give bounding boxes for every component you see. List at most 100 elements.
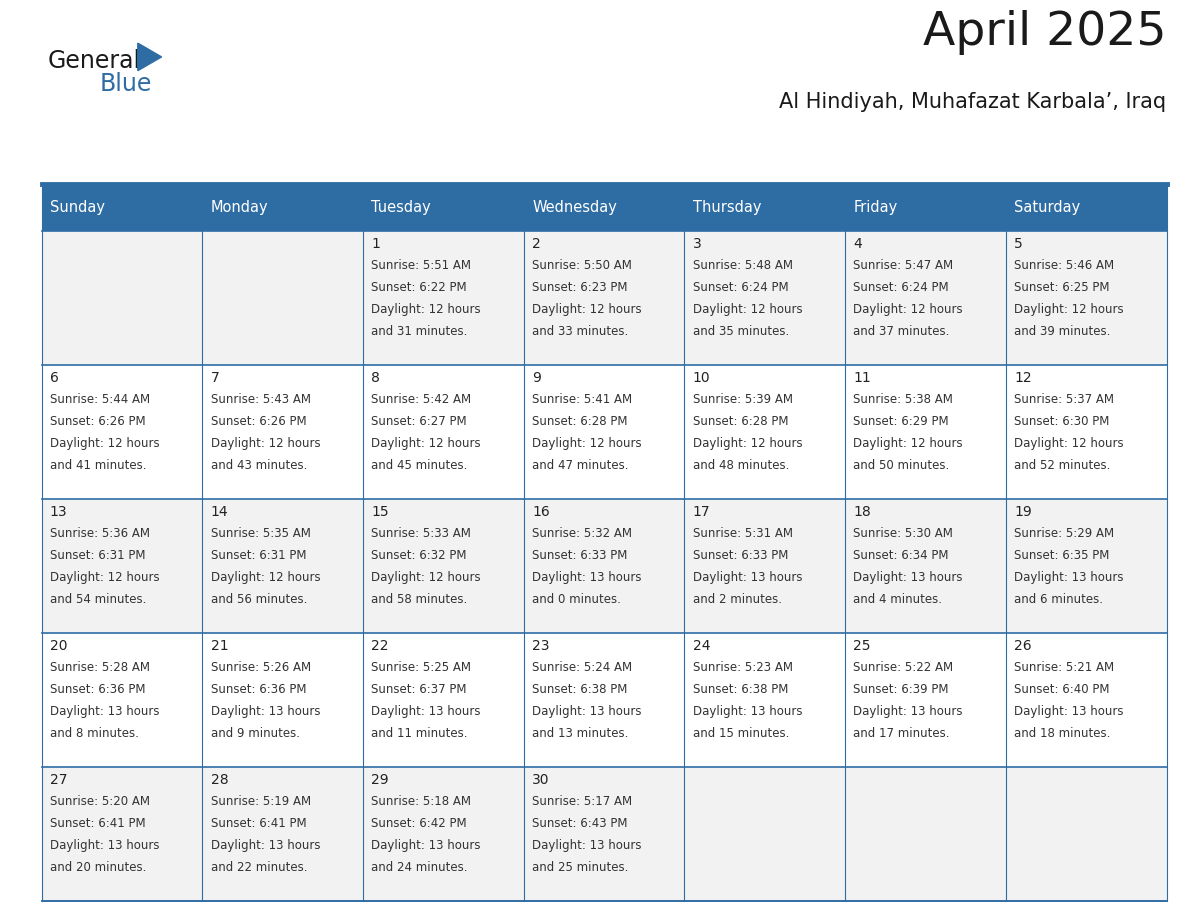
Text: 12: 12 [1015, 371, 1032, 385]
Text: Sunrise: 5:31 AM: Sunrise: 5:31 AM [693, 527, 792, 540]
Text: and 37 minutes.: and 37 minutes. [853, 325, 950, 338]
Text: Sunrise: 5:28 AM: Sunrise: 5:28 AM [50, 661, 150, 674]
Text: Daylight: 13 hours: Daylight: 13 hours [210, 839, 320, 852]
Text: Tuesday: Tuesday [372, 200, 431, 215]
Text: and 18 minutes.: and 18 minutes. [1015, 727, 1111, 740]
Bar [845, 231, 1006, 365]
Text: Daylight: 13 hours: Daylight: 13 hours [50, 839, 159, 852]
Text: 29: 29 [372, 773, 388, 787]
Text: and 48 minutes.: and 48 minutes. [693, 459, 789, 472]
Text: Sunrise: 5:17 AM: Sunrise: 5:17 AM [532, 795, 632, 808]
Text: Sunrise: 5:25 AM: Sunrise: 5:25 AM [372, 661, 472, 674]
Text: Sunrise: 5:19 AM: Sunrise: 5:19 AM [210, 795, 311, 808]
Text: and 41 minutes.: and 41 minutes. [50, 459, 146, 472]
Text: and 2 minutes.: and 2 minutes. [693, 593, 782, 606]
Text: and 43 minutes.: and 43 minutes. [210, 459, 307, 472]
Text: Monday: Monday [210, 200, 268, 215]
Text: Sunrise: 5:41 AM: Sunrise: 5:41 AM [532, 393, 632, 406]
Bar [1006, 365, 1167, 499]
Text: and 56 minutes.: and 56 minutes. [210, 593, 307, 606]
Text: Saturday: Saturday [1015, 200, 1080, 215]
Text: Daylight: 12 hours: Daylight: 12 hours [210, 437, 321, 450]
Bar [524, 231, 684, 365]
Text: Sunset: 6:31 PM: Sunset: 6:31 PM [210, 549, 307, 562]
Text: and 0 minutes.: and 0 minutes. [532, 593, 621, 606]
Text: Sunrise: 5:47 AM: Sunrise: 5:47 AM [853, 259, 954, 272]
Text: Sunset: 6:33 PM: Sunset: 6:33 PM [532, 549, 627, 562]
Text: Daylight: 12 hours: Daylight: 12 hours [532, 303, 642, 316]
Text: Sunset: 6:43 PM: Sunset: 6:43 PM [532, 817, 627, 830]
Text: 6: 6 [50, 371, 58, 385]
Text: Sunrise: 5:46 AM: Sunrise: 5:46 AM [1015, 259, 1114, 272]
Bar [1006, 184, 1167, 231]
Text: 4: 4 [853, 237, 862, 251]
Text: Al Hindiyah, Muhafazat Karbala’, Iraq: Al Hindiyah, Muhafazat Karbala’, Iraq [779, 92, 1167, 112]
Text: 13: 13 [50, 505, 68, 519]
Text: 19: 19 [1015, 505, 1032, 519]
Text: Sunrise: 5:18 AM: Sunrise: 5:18 AM [372, 795, 472, 808]
Text: 9: 9 [532, 371, 541, 385]
Text: Sunset: 6:37 PM: Sunset: 6:37 PM [372, 683, 467, 696]
Text: and 58 minutes.: and 58 minutes. [372, 593, 468, 606]
Text: Daylight: 12 hours: Daylight: 12 hours [853, 437, 963, 450]
Text: Sunrise: 5:48 AM: Sunrise: 5:48 AM [693, 259, 792, 272]
Text: 10: 10 [693, 371, 710, 385]
Text: 23: 23 [532, 639, 550, 653]
Bar [684, 184, 845, 231]
Text: Daylight: 13 hours: Daylight: 13 hours [1015, 705, 1124, 718]
Text: Friday: Friday [853, 200, 898, 215]
Text: Sunrise: 5:51 AM: Sunrise: 5:51 AM [372, 259, 472, 272]
Text: Daylight: 12 hours: Daylight: 12 hours [372, 437, 481, 450]
Text: 14: 14 [210, 505, 228, 519]
Text: Sunrise: 5:42 AM: Sunrise: 5:42 AM [372, 393, 472, 406]
Text: Daylight: 12 hours: Daylight: 12 hours [853, 303, 963, 316]
Text: and 6 minutes.: and 6 minutes. [1015, 593, 1104, 606]
Text: 16: 16 [532, 505, 550, 519]
Text: Sunrise: 5:50 AM: Sunrise: 5:50 AM [532, 259, 632, 272]
Text: Sunrise: 5:24 AM: Sunrise: 5:24 AM [532, 661, 632, 674]
Text: Sunset: 6:33 PM: Sunset: 6:33 PM [693, 549, 788, 562]
Bar [364, 633, 524, 767]
Text: Daylight: 13 hours: Daylight: 13 hours [50, 705, 159, 718]
Bar [202, 499, 364, 633]
Text: April 2025: April 2025 [923, 10, 1167, 55]
Bar [202, 767, 364, 901]
Text: Sunset: 6:26 PM: Sunset: 6:26 PM [210, 415, 307, 428]
Text: Sunset: 6:34 PM: Sunset: 6:34 PM [853, 549, 949, 562]
Text: Daylight: 13 hours: Daylight: 13 hours [853, 571, 963, 584]
Bar [364, 184, 524, 231]
Text: and 24 minutes.: and 24 minutes. [372, 861, 468, 874]
Bar [202, 633, 364, 767]
Bar [202, 231, 364, 365]
Text: Sunrise: 5:29 AM: Sunrise: 5:29 AM [1015, 527, 1114, 540]
Text: Sunset: 6:32 PM: Sunset: 6:32 PM [372, 549, 467, 562]
Bar [845, 184, 1006, 231]
Bar [684, 767, 845, 901]
Text: Sunset: 6:31 PM: Sunset: 6:31 PM [50, 549, 145, 562]
Bar [42, 184, 202, 231]
Text: Daylight: 12 hours: Daylight: 12 hours [372, 571, 481, 584]
Text: General: General [48, 50, 140, 73]
Text: Sunset: 6:41 PM: Sunset: 6:41 PM [50, 817, 145, 830]
Text: and 4 minutes.: and 4 minutes. [853, 593, 942, 606]
Bar [364, 231, 524, 365]
Bar [524, 184, 684, 231]
Text: Sunset: 6:38 PM: Sunset: 6:38 PM [693, 683, 788, 696]
Polygon shape [138, 43, 162, 71]
Bar [42, 767, 202, 901]
Text: 22: 22 [372, 639, 388, 653]
Text: Sunday: Sunday [50, 200, 105, 215]
Text: and 35 minutes.: and 35 minutes. [693, 325, 789, 338]
Text: and 13 minutes.: and 13 minutes. [532, 727, 628, 740]
Text: 18: 18 [853, 505, 871, 519]
Text: and 25 minutes.: and 25 minutes. [532, 861, 628, 874]
Text: Daylight: 12 hours: Daylight: 12 hours [50, 571, 159, 584]
Bar [684, 499, 845, 633]
Text: Daylight: 13 hours: Daylight: 13 hours [372, 705, 481, 718]
Bar [1006, 633, 1167, 767]
Text: Daylight: 12 hours: Daylight: 12 hours [1015, 303, 1124, 316]
Text: Thursday: Thursday [693, 200, 762, 215]
Text: Sunset: 6:30 PM: Sunset: 6:30 PM [1015, 415, 1110, 428]
Bar [364, 499, 524, 633]
Text: and 52 minutes.: and 52 minutes. [1015, 459, 1111, 472]
